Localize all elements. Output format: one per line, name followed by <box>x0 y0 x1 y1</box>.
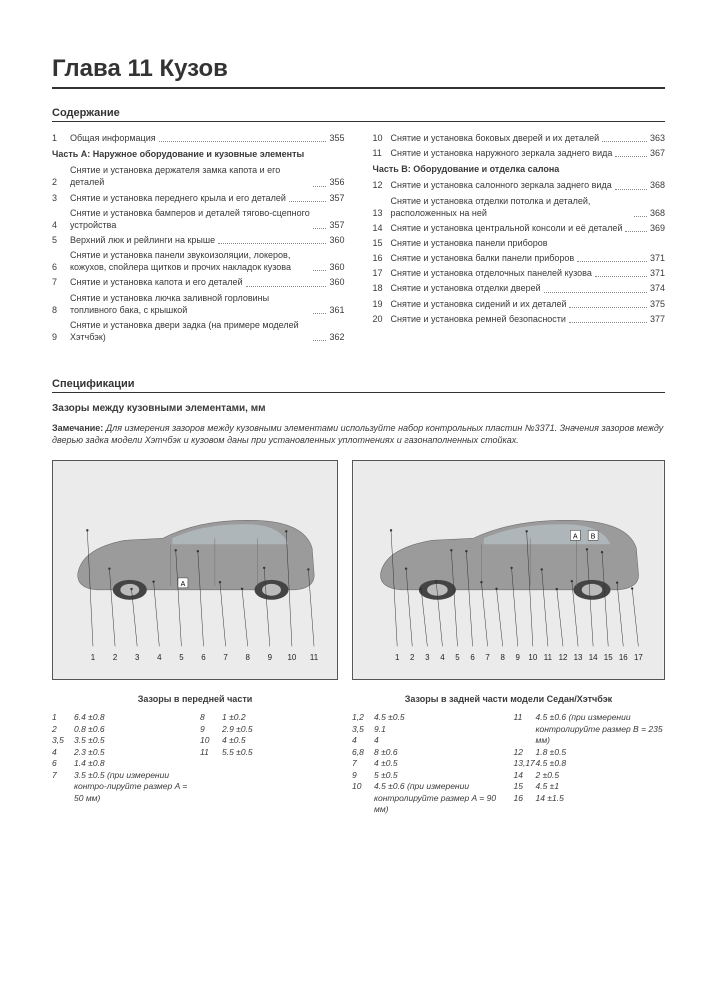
caption-front: Зазоры в передней части <box>52 694 338 704</box>
svg-text:9: 9 <box>516 654 521 663</box>
toc-item: 18Снятие и установка отделки дверей374 <box>373 282 666 294</box>
svg-text:7: 7 <box>223 654 227 663</box>
toc-item: 6Снятие и установка панели звукоизоляции… <box>52 249 345 273</box>
gap-value: 104 ±0.5 <box>200 735 338 746</box>
gap-value: 115.5 ±0.5 <box>200 747 338 758</box>
toc-item: 5Верхний люк и рейлинги на крыше360 <box>52 234 345 246</box>
svg-text:13: 13 <box>574 654 583 663</box>
svg-text:16: 16 <box>619 654 628 663</box>
gap-value: 74 ±0.5 <box>352 758 504 769</box>
toc-item: 10Снятие и установка боковых дверей и их… <box>373 132 666 144</box>
toc-item: 1Общая информация355 <box>52 132 345 144</box>
svg-text:2: 2 <box>410 654 414 663</box>
toc-item: 16Снятие и установка балки панели прибор… <box>373 252 666 264</box>
svg-text:5: 5 <box>455 654 460 663</box>
toc-item: 17Снятие и установка отделочных панелей … <box>373 267 666 279</box>
svg-text:3: 3 <box>425 654 430 663</box>
gap-value: 20.8 ±0.6 <box>52 724 190 735</box>
svg-text:10: 10 <box>288 654 297 663</box>
toc-item: 11Снятие и установка наружного зеркала з… <box>373 147 666 159</box>
toc-item: 3Снятие и установка переднего крыла и ег… <box>52 192 345 204</box>
gap-value: 3,53.5 ±0.5 <box>52 735 190 746</box>
gap-value: 13,174.5 ±0.8 <box>514 758 666 769</box>
specs-subtitle: Зазоры между кузовными элементами, мм <box>52 403 665 414</box>
toc-item: 13Снятие и установка отделки потолка и д… <box>373 195 666 219</box>
caption-rear: Зазоры в задней части модели Седан/Хэтчб… <box>352 694 665 704</box>
svg-text:B: B <box>591 534 596 541</box>
svg-text:11: 11 <box>544 654 553 663</box>
toc-item: 4Снятие и установка бамперов и деталей т… <box>52 207 345 231</box>
toc-part-b: Часть В: Оборудование и отделка салона <box>373 163 666 175</box>
toc-item: 15Снятие и установка панели приборов <box>373 237 666 249</box>
svg-text:1: 1 <box>395 654 400 663</box>
svg-text:17: 17 <box>634 654 643 663</box>
svg-text:15: 15 <box>604 654 613 663</box>
svg-text:1: 1 <box>91 654 96 663</box>
specs-note: Замечание: Для измерения зазоров между к… <box>52 422 665 446</box>
svg-text:10: 10 <box>528 654 537 663</box>
svg-text:14: 14 <box>589 654 598 663</box>
svg-text:A: A <box>181 581 186 588</box>
toc-item: 20Снятие и установка ремней безопасности… <box>373 313 666 325</box>
gap-value: 104.5 ±0.6 (при измерении контролируйте … <box>352 781 504 815</box>
toc-part-a: Часть А: Наружное оборудование и кузовны… <box>52 148 345 160</box>
toc-item: 14Снятие и установка центральной консоли… <box>373 222 666 234</box>
toc-item: 19Снятие и установка сидений и их детале… <box>373 298 666 310</box>
table-of-contents: 1Общая информация355 Часть А: Наружное об… <box>52 132 665 346</box>
svg-text:4: 4 <box>440 654 445 663</box>
diagram-rear: 1234567891011121314151617AB <box>352 460 665 680</box>
gap-value: 114.5 ±0.6 (при измерении контролируйте … <box>514 712 666 746</box>
svg-text:9: 9 <box>268 654 273 663</box>
toc-item: 8Снятие и установка лючка заливной горло… <box>52 292 345 316</box>
specs-heading: Спецификации <box>52 378 665 393</box>
toc-item: 12Снятие и установка салонного зеркала з… <box>373 179 666 191</box>
svg-text:3: 3 <box>135 654 140 663</box>
toc-item: 7Снятие и установка капота и его деталей… <box>52 276 345 288</box>
toc-item: 9Снятие и установка двери задка (на прим… <box>52 319 345 343</box>
gap-value: 92.9 ±0.5 <box>200 724 338 735</box>
gap-value: 142 ±0.5 <box>514 770 666 781</box>
gap-value: 1,24.5 ±0.5 <box>352 712 504 723</box>
svg-text:12: 12 <box>559 654 568 663</box>
gap-value: 121.8 ±0.5 <box>514 747 666 758</box>
gap-value: 3,59.1 <box>352 724 504 735</box>
svg-text:4: 4 <box>157 654 162 663</box>
gap-value: 81 ±0.2 <box>200 712 338 723</box>
svg-text:8: 8 <box>246 654 251 663</box>
svg-text:7: 7 <box>485 654 489 663</box>
gap-value: 44 <box>352 735 504 746</box>
diagram-front: 1 2 3 4 5 6 7 8 9 10 11 A <box>52 460 338 680</box>
chapter-title: Глава 11 Кузов <box>52 55 665 89</box>
gap-value: 1614 ±1.5 <box>514 793 666 804</box>
svg-text:6: 6 <box>470 654 475 663</box>
svg-text:11: 11 <box>310 654 319 663</box>
gap-value: 95 ±0.5 <box>352 770 504 781</box>
svg-text:2: 2 <box>113 654 117 663</box>
toc-item: 2Снятие и установка держателя замка капо… <box>52 164 345 188</box>
svg-text:6: 6 <box>201 654 206 663</box>
gap-value: 42.3 ±0.5 <box>52 747 190 758</box>
svg-text:8: 8 <box>501 654 506 663</box>
gap-value: 154.5 ±1 <box>514 781 666 792</box>
gap-value: 16.4 ±0.8 <box>52 712 190 723</box>
gap-value: 6,88 ±0.6 <box>352 747 504 758</box>
contents-heading: Содержание <box>52 107 665 122</box>
gap-value: 73.5 ±0.5 (при измерении контро-лируйте … <box>52 770 190 804</box>
svg-text:5: 5 <box>179 654 184 663</box>
gap-value: 61.4 ±0.8 <box>52 758 190 769</box>
svg-text:A: A <box>573 534 578 541</box>
